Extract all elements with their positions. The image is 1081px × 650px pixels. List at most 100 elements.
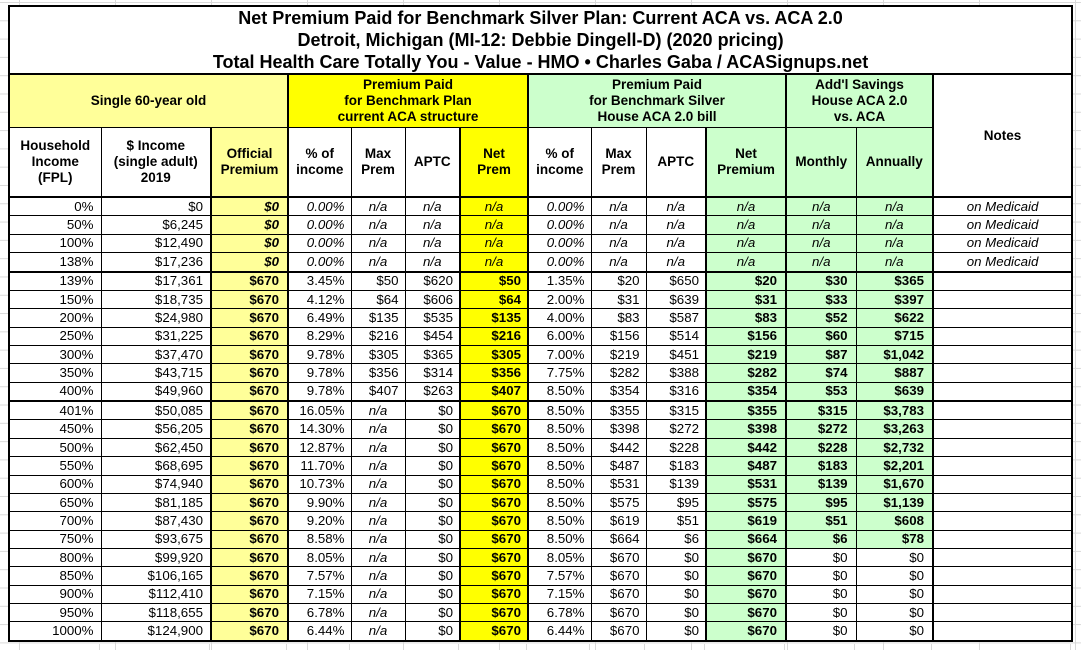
cell-aca_aptc[interactable]: $0 xyxy=(404,621,461,642)
cell-monthly[interactable]: $74 xyxy=(785,363,857,383)
cell-aca_net[interactable]: $670 xyxy=(459,492,529,513)
cell-monthly[interactable]: $272 xyxy=(785,419,857,439)
cell-aca_max[interactable]: n/a xyxy=(350,400,406,421)
cell-income[interactable]: $12,490 xyxy=(100,233,212,254)
cell-note[interactable] xyxy=(931,529,1073,549)
cell-aca_pct[interactable]: 9.78% xyxy=(287,363,352,383)
cell-income[interactable]: $6,245 xyxy=(100,215,212,235)
cell-annually[interactable]: $1,670 xyxy=(855,474,934,494)
cell-aca_aptc[interactable]: $365 xyxy=(404,344,461,365)
col-header-aca2-max-prem[interactable]: Max Prem xyxy=(590,126,647,198)
cell-income[interactable]: $62,450 xyxy=(100,437,212,458)
cell-aca_pct[interactable]: 16.05% xyxy=(287,400,352,421)
cell-income[interactable]: $112,410 xyxy=(100,584,212,605)
cell-fpl[interactable]: 300% xyxy=(8,344,102,365)
cell-aca_aptc[interactable]: $0 xyxy=(404,603,461,623)
cell-aca2_net[interactable]: $31 xyxy=(705,289,787,310)
cell-aca2_net[interactable]: $670 xyxy=(705,566,787,586)
cell-annually[interactable]: $2,732 xyxy=(855,437,934,458)
cell-income[interactable]: $74,940 xyxy=(100,474,212,494)
cell-aca_net[interactable]: $670 xyxy=(459,529,529,549)
cell-fpl[interactable]: 950% xyxy=(8,603,102,623)
cell-income[interactable]: $24,980 xyxy=(100,308,212,328)
cell-aca_net[interactable]: n/a xyxy=(459,196,529,217)
cell-aca2_max[interactable]: n/a xyxy=(590,215,647,235)
cell-aca2_aptc[interactable]: n/a xyxy=(645,252,707,273)
cell-aca2_pct[interactable]: 6.78% xyxy=(527,603,592,623)
cell-aca_max[interactable]: n/a xyxy=(350,196,406,217)
cell-note[interactable]: on Medicaid xyxy=(931,196,1073,217)
cell-aca2_pct[interactable]: 8.50% xyxy=(527,437,592,458)
cell-monthly[interactable]: $51 xyxy=(785,511,857,531)
cell-monthly[interactable]: $228 xyxy=(785,437,857,458)
cell-aca_net[interactable]: n/a xyxy=(459,215,529,235)
cell-note[interactable] xyxy=(931,456,1073,476)
cell-aca2_pct[interactable]: 8.05% xyxy=(527,547,592,568)
col-header-official-premium[interactable]: Official Premium xyxy=(210,126,289,198)
cell-aca_net[interactable]: $670 xyxy=(459,419,529,439)
cell-aca2_max[interactable]: $670 xyxy=(590,621,647,642)
cell-aca_pct[interactable]: 9.78% xyxy=(287,381,352,403)
cell-income[interactable]: $118,655 xyxy=(100,603,212,623)
cell-fpl[interactable]: 50% xyxy=(8,215,102,235)
cell-fpl[interactable]: 350% xyxy=(8,363,102,383)
cell-aca_aptc[interactable]: $0 xyxy=(404,547,461,568)
cell-official[interactable]: $0 xyxy=(210,252,289,273)
cell-official[interactable]: $670 xyxy=(210,547,289,568)
cell-monthly[interactable]: $0 xyxy=(785,621,857,642)
cell-annually[interactable]: $365 xyxy=(855,271,934,291)
cell-annually[interactable]: $622 xyxy=(855,308,934,328)
cell-monthly[interactable]: $87 xyxy=(785,344,857,365)
cell-aca_aptc[interactable]: $0 xyxy=(404,511,461,531)
cell-aca2_pct[interactable]: 8.50% xyxy=(527,474,592,494)
cell-note[interactable] xyxy=(931,363,1073,383)
cell-aca_aptc[interactable]: $0 xyxy=(404,474,461,494)
cell-aca_aptc[interactable]: n/a xyxy=(404,196,461,217)
cell-annually[interactable]: $887 xyxy=(855,363,934,383)
cell-aca_pct[interactable]: 14.30% xyxy=(287,419,352,439)
cell-aca_aptc[interactable]: n/a xyxy=(404,252,461,273)
cell-official[interactable]: $670 xyxy=(210,363,289,383)
col-header-aca-net-prem[interactable]: Net Prem xyxy=(459,126,529,198)
cell-aca2_pct[interactable]: 1.35% xyxy=(527,271,592,291)
cell-fpl[interactable]: 250% xyxy=(8,326,102,346)
cell-official[interactable]: $670 xyxy=(210,584,289,605)
cell-aca_aptc[interactable]: $0 xyxy=(404,529,461,549)
cell-official[interactable]: $670 xyxy=(210,326,289,346)
cell-aca_aptc[interactable]: $606 xyxy=(404,289,461,310)
cell-aca_max[interactable]: $407 xyxy=(350,381,406,403)
cell-fpl[interactable]: 200% xyxy=(8,308,102,328)
cell-aca_aptc[interactable]: $263 xyxy=(404,381,461,403)
cell-aca2_aptc[interactable]: $6 xyxy=(645,529,707,549)
cell-aca_net[interactable]: $64 xyxy=(459,289,529,310)
cell-note[interactable] xyxy=(931,344,1073,365)
cell-annually[interactable]: $2,201 xyxy=(855,456,934,476)
cell-annually[interactable]: $0 xyxy=(855,603,934,623)
cell-official[interactable]: $670 xyxy=(210,529,289,549)
cell-aca_pct[interactable]: 6.44% xyxy=(287,621,352,642)
cell-aca2_pct[interactable]: 7.57% xyxy=(527,566,592,586)
cell-annually[interactable]: n/a xyxy=(855,196,934,217)
cell-official[interactable]: $670 xyxy=(210,400,289,421)
cell-annually[interactable]: $608 xyxy=(855,511,934,531)
cell-aca2_max[interactable]: $575 xyxy=(590,492,647,513)
cell-monthly[interactable]: $0 xyxy=(785,584,857,605)
cell-annually[interactable]: $3,783 xyxy=(855,400,934,421)
cell-aca2_pct[interactable]: 8.50% xyxy=(527,419,592,439)
cell-official[interactable]: $670 xyxy=(210,621,289,642)
cell-official[interactable]: $0 xyxy=(210,196,289,217)
cell-aca_max[interactable]: n/a xyxy=(350,621,406,642)
cell-official[interactable]: $670 xyxy=(210,419,289,439)
cell-aca2_aptc[interactable]: $315 xyxy=(645,400,707,421)
cell-official[interactable]: $670 xyxy=(210,289,289,310)
cell-aca2_aptc[interactable]: $587 xyxy=(645,308,707,328)
cell-aca2_pct[interactable]: 8.50% xyxy=(527,400,592,421)
cell-aca2_aptc[interactable]: $639 xyxy=(645,289,707,310)
cell-aca_max[interactable]: n/a xyxy=(350,511,406,531)
cell-fpl[interactable]: 450% xyxy=(8,419,102,439)
cell-aca2_aptc[interactable]: $0 xyxy=(645,603,707,623)
cell-income[interactable]: $31,225 xyxy=(100,326,212,346)
cell-aca2_max[interactable]: $355 xyxy=(590,400,647,421)
cell-aca_max[interactable]: $356 xyxy=(350,363,406,383)
cell-income[interactable]: $49,960 xyxy=(100,381,212,403)
